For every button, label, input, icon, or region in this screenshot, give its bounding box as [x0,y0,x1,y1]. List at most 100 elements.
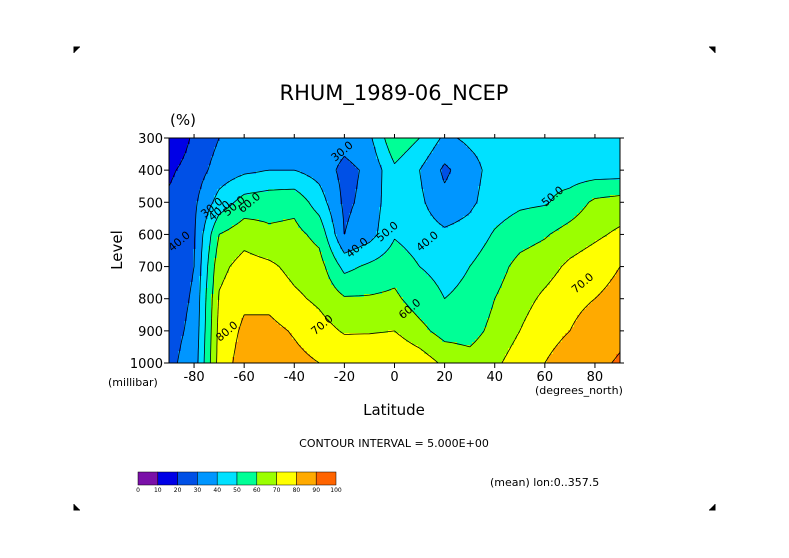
field-cell [430,141,434,145]
field-cell [274,216,278,220]
field-cell [502,180,506,184]
field-cell [283,165,287,169]
field-cell [352,186,356,190]
field-cell [388,207,392,211]
field-cell [244,165,248,169]
field-cell [355,168,359,172]
field-cell [487,204,491,208]
field-cell [598,234,602,238]
field-cell [556,195,560,199]
field-cell [316,210,320,214]
field-cell [457,141,461,145]
field-cell [244,174,248,178]
field-cell [223,150,227,154]
field-cell [220,219,224,223]
field-cell [322,189,326,193]
field-cell [577,234,581,238]
field-cell [589,156,593,160]
field-cell [532,150,536,154]
field-cell [613,183,617,187]
field-cell [523,153,527,157]
field-cell [229,165,233,169]
field-cell [178,168,182,172]
field-cell [178,177,182,181]
field-cell [235,213,239,217]
field-cell [457,231,461,235]
field-cell [613,195,617,199]
field-cell [439,228,443,232]
field-cell [208,147,212,151]
field-cell [613,210,617,214]
field-cell [403,213,407,217]
field-cell [325,171,329,175]
field-cell [565,234,569,238]
field-cell [241,234,245,238]
field-cell [214,189,218,193]
field-cell [220,180,224,184]
field-cell [406,210,410,214]
field-cell [340,219,344,223]
field-cell [580,138,584,142]
field-cell [613,186,617,190]
field-cell [571,180,575,184]
field-cell [565,189,569,193]
field-cell [547,156,551,160]
field-cell [484,156,488,160]
field-cell [349,150,353,154]
field-cell [199,210,203,214]
field-cell [268,144,272,148]
field-cell [400,165,404,169]
field-cell [385,213,389,217]
field-cell [199,168,203,172]
field-cell [385,207,389,211]
field-cell [610,198,614,202]
field-cell [532,201,536,205]
field-cell [187,225,191,229]
field-cell [493,219,497,223]
field-cell [262,177,266,181]
field-cell [460,195,464,199]
field-cell [520,210,524,214]
field-cell [349,177,353,181]
field-cell [457,222,461,226]
field-cell [205,147,209,151]
field-cell [547,222,551,226]
field-cell [235,225,239,229]
field-cell [274,213,278,217]
field-cell [175,222,179,226]
field-cell [388,201,392,205]
field-cell [226,192,230,196]
field-cell [292,231,296,235]
field-cell [301,213,305,217]
field-cell [505,234,509,238]
field-cell [241,183,245,187]
field-cell [346,189,350,193]
field-cell [205,186,209,190]
field-cell [292,201,296,205]
field-cell [496,150,500,154]
field-cell [469,222,473,226]
field-cell [364,141,368,145]
field-cell [397,183,401,187]
field-cell [229,210,233,214]
field-cell [601,141,605,145]
field-cell [226,210,230,214]
field-cell [343,198,347,202]
field-cell [562,198,566,202]
field-cell [382,210,386,214]
field-cell [205,222,209,226]
field-cell [448,180,452,184]
field-cell [448,201,452,205]
field-cell [541,156,545,160]
field-cell [379,171,383,175]
field-cell [268,213,272,217]
field-cell [517,174,521,178]
field-cell [415,138,419,142]
field-cell [550,138,554,142]
field-cell [217,177,221,181]
field-cell [400,147,404,151]
field-cell [565,186,569,190]
field-cell [340,213,344,217]
field-cell [544,219,548,223]
field-cell [253,168,257,172]
